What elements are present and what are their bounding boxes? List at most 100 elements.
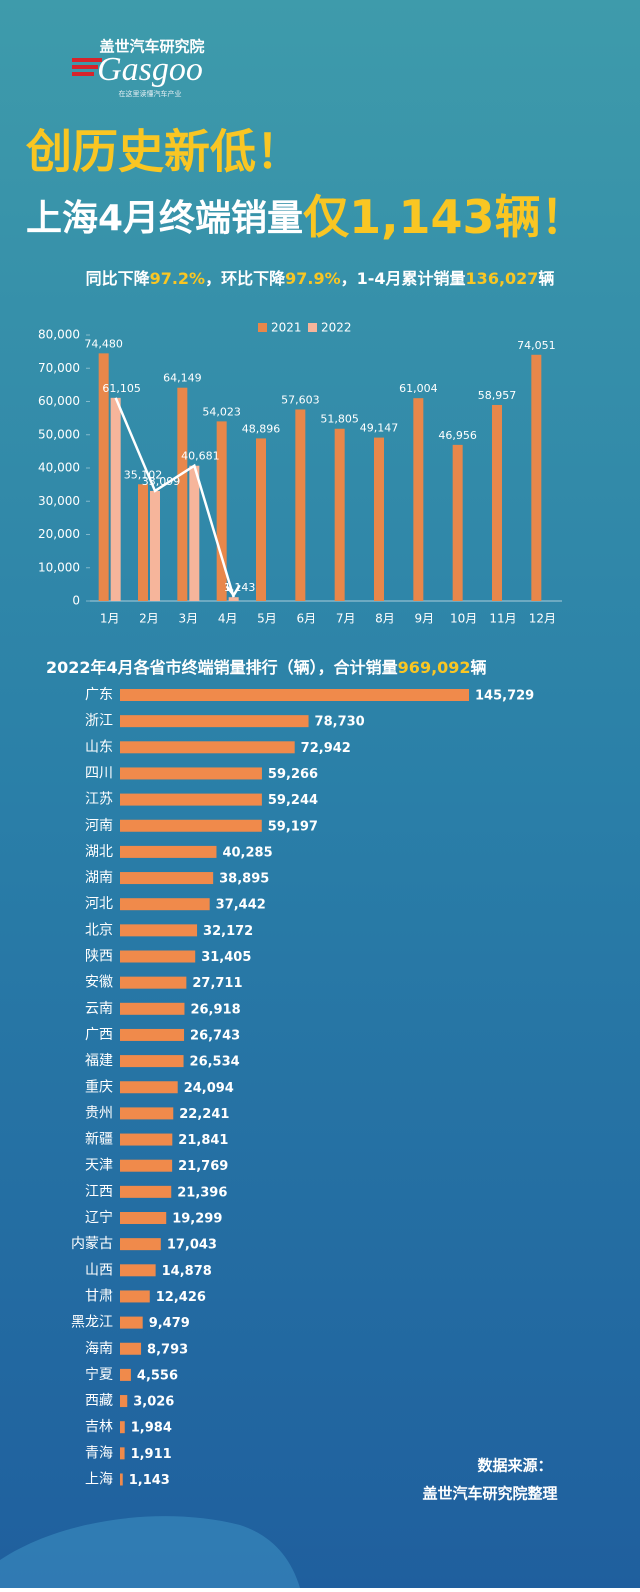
category-label: 宁夏 bbox=[85, 1366, 113, 1383]
x-tick-label: 12月 bbox=[529, 612, 556, 626]
bar bbox=[120, 1159, 173, 1172]
headline: 创历史新低！ bbox=[26, 125, 302, 179]
data-label: 31,405 bbox=[201, 950, 251, 965]
data-label: 26,534 bbox=[190, 1055, 240, 1070]
car-silhouette bbox=[0, 1516, 300, 1588]
data-label: 38,895 bbox=[219, 872, 269, 887]
category-label: 四川 bbox=[85, 765, 113, 781]
data-label: 35,102 bbox=[124, 468, 163, 481]
logo-stripe bbox=[72, 72, 94, 76]
category-label: 云南 bbox=[85, 1001, 113, 1017]
data-label: 26,743 bbox=[190, 1028, 240, 1043]
data-label: 49,147 bbox=[360, 422, 399, 435]
subtitle-part: ，1-4月累计销量 bbox=[341, 269, 466, 288]
x-tick-label: 3月 bbox=[179, 612, 199, 626]
data-label: 58,957 bbox=[478, 389, 517, 402]
y-tick-label: 60,000 bbox=[38, 394, 80, 408]
legend-label: 2021 bbox=[271, 321, 302, 335]
data-label: 14,878 bbox=[162, 1264, 212, 1279]
bar bbox=[120, 715, 309, 728]
bar bbox=[228, 597, 239, 601]
bar bbox=[120, 924, 198, 937]
legend-label: 2022 bbox=[321, 321, 352, 335]
category-label: 福建 bbox=[85, 1053, 113, 1069]
data-label: 26,918 bbox=[190, 1002, 240, 1017]
x-tick-label: 7月 bbox=[336, 612, 356, 626]
data-label: 57,603 bbox=[281, 393, 320, 406]
data-label: 4,556 bbox=[137, 1368, 178, 1383]
bar bbox=[120, 1264, 156, 1277]
category-label: 吉林 bbox=[85, 1419, 113, 1435]
data-label: 8,793 bbox=[147, 1342, 188, 1357]
category-label: 天津 bbox=[85, 1158, 113, 1174]
x-tick-label: 8月 bbox=[375, 612, 395, 626]
category-label: 上海 bbox=[85, 1472, 113, 1488]
chart-title-part: 辆 bbox=[471, 658, 487, 677]
subtitle-part: 辆 bbox=[538, 269, 554, 288]
data-label: 17,043 bbox=[167, 1238, 217, 1253]
category-label: 甘肃 bbox=[85, 1288, 113, 1304]
bar bbox=[120, 898, 210, 911]
data-label: 59,197 bbox=[268, 819, 318, 834]
data-label: 72,942 bbox=[301, 741, 351, 756]
bar bbox=[120, 689, 469, 701]
data-label: 64,149 bbox=[163, 372, 202, 385]
logo-slogan: 在这里读懂汽车产业 bbox=[119, 89, 182, 98]
bar bbox=[120, 950, 196, 963]
trend-line bbox=[114, 397, 235, 598]
data-label: 27,711 bbox=[192, 976, 242, 991]
y-tick-label: 10,000 bbox=[38, 560, 80, 574]
bar bbox=[120, 1368, 131, 1381]
y-tick-label: 0 bbox=[72, 594, 80, 608]
bar bbox=[120, 1238, 161, 1251]
category-label: 海南 bbox=[85, 1341, 113, 1357]
category-label: 江西 bbox=[85, 1184, 113, 1200]
bar bbox=[120, 1081, 178, 1094]
x-tick-label: 1月 bbox=[100, 612, 120, 626]
data-label: 61,004 bbox=[399, 382, 438, 395]
x-tick-label: 11月 bbox=[489, 612, 516, 626]
category-label: 山东 bbox=[85, 739, 113, 755]
bar bbox=[295, 409, 306, 601]
data-label: 24,094 bbox=[184, 1081, 234, 1096]
bar bbox=[120, 1212, 167, 1224]
bar bbox=[120, 1185, 172, 1198]
x-tick-label: 5月 bbox=[257, 612, 277, 626]
category-label: 河北 bbox=[85, 896, 113, 912]
category-label: 安徽 bbox=[85, 975, 113, 991]
x-tick-label: 4月 bbox=[218, 612, 238, 626]
subtitle-part: 同比下降 bbox=[86, 269, 151, 288]
bar bbox=[256, 438, 266, 601]
bar bbox=[120, 1473, 123, 1486]
bar bbox=[120, 1002, 185, 1015]
data-label: 59,244 bbox=[268, 793, 318, 808]
legend-swatch bbox=[308, 323, 317, 332]
data-label: 74,480 bbox=[84, 337, 123, 350]
data-label: 40,681 bbox=[181, 450, 220, 463]
category-label: 西藏 bbox=[85, 1393, 113, 1409]
data-label: 59,266 bbox=[268, 767, 318, 782]
data-label: 21,396 bbox=[177, 1185, 227, 1200]
category-label: 内蒙古 bbox=[71, 1236, 113, 1252]
y-tick-label: 20,000 bbox=[38, 527, 80, 541]
data-label: 22,241 bbox=[179, 1107, 229, 1122]
bar bbox=[452, 444, 463, 601]
data-label: 32,172 bbox=[203, 924, 253, 939]
bar bbox=[374, 437, 384, 601]
x-tick-label: 9月 bbox=[415, 612, 435, 626]
x-tick-label: 2月 bbox=[139, 612, 159, 626]
subtitle-part: 136,027 bbox=[466, 269, 539, 288]
data-label: 40,285 bbox=[222, 845, 272, 860]
bar bbox=[120, 1055, 184, 1068]
source-label: 数据来源： bbox=[477, 1457, 552, 1475]
data-label: 54,023 bbox=[202, 405, 241, 418]
category-label: 浙江 bbox=[85, 713, 113, 729]
bar bbox=[120, 1342, 142, 1355]
bar bbox=[120, 1107, 174, 1120]
category-label: 江苏 bbox=[85, 792, 113, 808]
category-label: 河南 bbox=[85, 818, 113, 834]
logo-stripe bbox=[72, 58, 102, 62]
y-tick-label: 30,000 bbox=[38, 494, 80, 508]
